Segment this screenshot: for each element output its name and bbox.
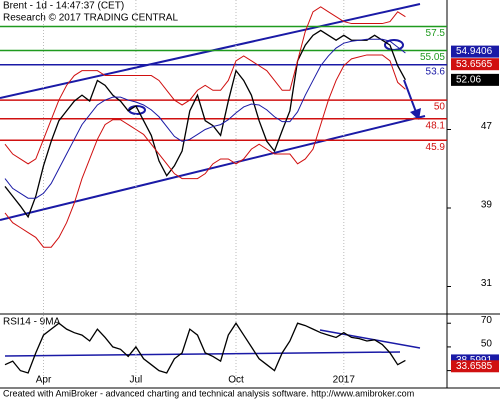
value-marker [451,73,499,86]
footer: Created with AmiBroker - advanced charti… [3,388,414,398]
rsi-support [4,351,401,357]
y-tick-label: 31 [481,278,493,289]
level-label: 53.6 [426,66,446,77]
x-tick-label: Jul [130,375,143,386]
level-label: 57.5 [426,28,446,39]
rsi-trendline [319,329,421,349]
channel-line [0,115,426,221]
value-marker [451,58,499,71]
arrow [403,79,417,113]
y-tick-label: 50 [481,339,493,350]
series-line [4,322,406,374]
value-marker [451,45,499,58]
x-tick-label: Oct [228,375,244,386]
level-label: 55.05 [420,52,445,63]
series-line [4,54,406,248]
chart-title: Brent - 1d - 14:47:37 (CET) [3,1,124,12]
level-label: 45.9 [426,142,446,153]
y-tick-label: 39 [481,200,493,211]
value-marker [451,360,499,373]
panel-title: RSI14 - 9MA [3,317,61,328]
y-tick-label: 70 [481,315,493,326]
series-line [4,38,406,199]
series-line [4,29,406,219]
chart-subtitle: Research © 2017 TRADING CENTRAL [3,13,178,24]
x-tick-label: Apr [36,375,52,386]
level-label: 50 [434,102,446,113]
value-marker-label: 33.6585 [456,361,493,372]
y-tick-label: 47 [481,121,493,132]
value-marker-label: 52.06 [456,75,481,86]
series-line [4,6,406,165]
level-label: 48.1 [426,120,446,131]
x-tick-label: 2017 [333,375,356,386]
arrow-head [410,108,421,120]
value-marker-label: 54.9406 [456,46,493,57]
value-marker-label: 53.6565 [456,59,493,70]
